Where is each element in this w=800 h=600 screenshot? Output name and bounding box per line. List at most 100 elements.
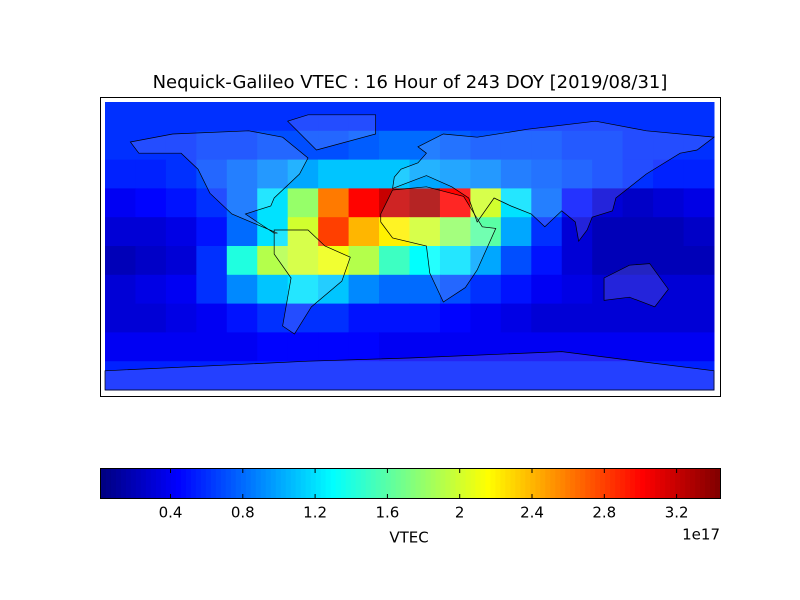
colorbar-swatch [665,469,671,498]
colorbar-swatch [385,469,392,498]
heat-cell [592,159,624,189]
heat-cell [135,188,167,218]
heat-cell [439,274,471,305]
colorbar-swatch [140,469,147,498]
heat-cell [470,274,502,305]
colorbar-swatch [555,469,561,498]
land [130,131,308,233]
heat-cell [409,188,441,218]
heat-cell [135,159,167,189]
colorbar-swatch [260,469,267,498]
heat-cell [226,246,258,276]
heat-cell [105,274,136,305]
colorbar-swatch [245,469,252,498]
heat-cell [318,303,350,333]
heat-cell [379,102,410,132]
heat-cell [196,217,228,247]
heat-cell [257,102,289,132]
colorbar-swatch [355,469,362,498]
colorbar-swatch [565,469,571,498]
heat-cell [226,361,258,391]
colorbar-swatch [350,469,357,498]
colorbar-swatch [165,469,172,498]
colorbar-swatch [705,469,711,498]
colorbar-swatch [360,469,367,498]
heat-cell [135,102,167,132]
colorbar-swatch [235,469,242,498]
colorbar-tick-label: 0.8 [231,504,255,522]
colorbar-swatch [595,469,601,498]
colorbar-swatch [150,469,157,498]
heat-cell [196,102,228,132]
colorbar-swatch [560,469,566,498]
heat-cell [531,102,563,132]
colorbar-swatch [195,469,202,498]
colorbar-swatch [495,469,501,498]
heat-cell [196,130,228,161]
heat-cell [135,130,167,161]
colorbar-swatch [710,469,716,498]
land [393,121,714,241]
heat-cell [683,188,715,218]
heat-cell [683,332,715,362]
heat-cell [348,188,380,218]
colorbar-swatch [640,469,646,498]
heat-cell [561,188,593,218]
heat-cell [257,246,289,276]
colorbar-swatch [530,469,536,498]
colorbar-swatch [485,469,491,498]
colorbar-swatch [550,469,556,498]
colorbar-swatch [630,469,636,498]
colorbar-swatch [475,469,481,498]
colorbar-swatch [540,469,546,498]
colorbar-tick-label: 1.2 [303,504,327,522]
land [105,352,714,390]
land-outlines [105,115,714,390]
colorbar-swatch [180,469,187,498]
heat-cell [318,188,350,218]
colorbar-swatch [340,469,347,498]
colorbar-swatch [370,469,377,498]
colorbar-swatch [410,469,416,498]
colorbar-swatch [525,469,531,498]
heat-cell [105,303,136,333]
heat-cell [683,361,715,391]
heat-cell [622,361,654,391]
heat-cell [531,130,563,161]
colorbar-swatch [240,469,247,498]
colorbar-swatch [170,469,177,498]
colorbar-swatch [625,469,631,498]
heat-cell [348,159,380,189]
colorbar-swatch [510,469,516,498]
colorbar-swatch [380,469,387,498]
heat-cell [105,332,136,362]
heat-cell [531,188,563,218]
colorbar-swatch [365,469,372,498]
colorbar-swatch [450,469,456,498]
heat-cell [592,102,624,132]
colorbar-swatch [265,469,272,498]
heat-cell [318,217,350,247]
colorbar-swatch [480,469,486,498]
heat-cell [409,361,441,391]
colorbar-tick-label: 1.6 [375,504,399,522]
colorbar-swatch [185,469,192,498]
heat-cell [105,159,136,189]
colorbar-swatch [205,469,212,498]
colorbar-swatch [445,469,451,498]
heat-cell [592,332,624,362]
heat-cell [105,188,136,218]
heat-cell [348,303,380,333]
colorbar-swatch [175,469,182,498]
heat-cell [683,102,715,132]
heat-cell [135,217,167,247]
heat-cell [653,303,685,333]
colorbar-swatch [230,469,237,498]
colorbar-swatch [310,469,317,498]
heat-cell [287,217,319,247]
heat-cell [135,246,167,276]
colorbar-swatch [415,469,421,498]
colorbar-swatch [605,469,611,498]
colorbar-tick-label: 2.8 [592,504,616,522]
heat-cell [500,332,532,362]
